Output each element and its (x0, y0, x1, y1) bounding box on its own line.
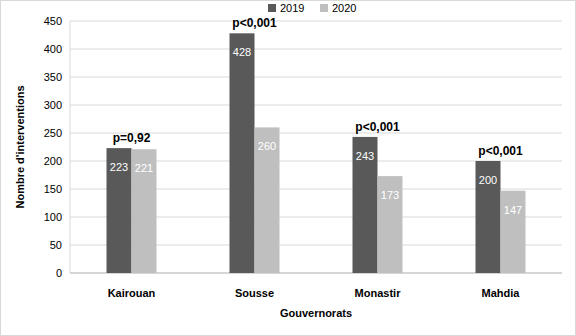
bars (107, 33, 526, 273)
bar (255, 127, 280, 273)
y-axis-title: Nombre d'interventions (14, 85, 26, 208)
data-label: 260 (258, 140, 276, 152)
bar (378, 176, 403, 273)
data-label: 243 (356, 150, 374, 162)
y-tick-label: 50 (50, 239, 62, 251)
annotation: p<0,001 (478, 144, 523, 158)
legend-label: 2019 (280, 2, 304, 14)
data-label: 173 (381, 189, 399, 201)
grid-line (70, 105, 562, 106)
x-tick-label: Monastir (355, 287, 402, 299)
y-tick-label: 150 (44, 183, 62, 195)
y-tick-label: 200 (44, 155, 62, 167)
y-tick-label: 0 (56, 267, 62, 279)
legend-swatch (268, 4, 276, 12)
chart: 0 50 100 150 200 250 300 350 400 450 Kairouan p=0,9… (0, 0, 576, 336)
y-tick-label: 300 (44, 99, 62, 111)
bar (107, 148, 132, 273)
data-label: 147 (504, 204, 522, 216)
grid-line (70, 77, 562, 78)
annotation: p<0,001 (355, 120, 400, 134)
bar (230, 33, 255, 273)
bar (132, 149, 157, 273)
bar (353, 137, 378, 273)
data-label: 223 (110, 161, 128, 173)
y-axis (70, 21, 71, 273)
bar (476, 161, 501, 273)
data-label: 428 (233, 46, 251, 58)
y-tick-label: 350 (44, 71, 62, 83)
x-tick-label: Mahdia (482, 287, 521, 299)
x-tick-label: Sousse (235, 287, 274, 299)
legend-swatch (320, 4, 328, 12)
y-tick-label: 400 (44, 43, 62, 55)
grid-line (70, 21, 562, 22)
data-label: 221 (135, 162, 153, 174)
annotation: p<0,001 (232, 16, 277, 30)
annotation: p=0,92 (113, 131, 151, 145)
y-tick-label: 450 (44, 15, 62, 27)
y-tick-label: 250 (44, 127, 62, 139)
y-tick-label: 100 (44, 211, 62, 223)
frame (1, 1, 576, 336)
x-tick-label: Kairouan (108, 287, 156, 299)
data-label: 200 (479, 174, 497, 186)
legend-label: 2020 (332, 2, 356, 14)
bar (501, 191, 526, 273)
x-axis-title: Gouvernorats (280, 307, 352, 319)
grid-line (70, 49, 562, 50)
